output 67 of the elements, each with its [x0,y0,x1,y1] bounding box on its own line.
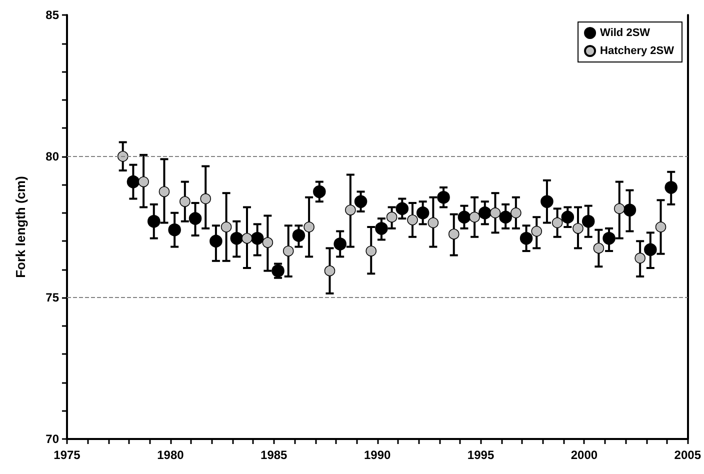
point [220,222,232,232]
point [458,210,471,224]
point [126,175,140,188]
x-tick-label: 2000 [570,448,598,462]
legend-label: Wild 2SW [600,27,651,39]
point [655,222,666,232]
point [448,228,460,240]
point [623,204,636,216]
point [582,214,595,228]
x-tick-label: 1975 [54,448,81,462]
point [354,195,368,208]
point [634,252,646,264]
point [345,204,356,216]
point [510,207,522,218]
point [540,195,554,208]
point [416,206,430,220]
point [602,232,616,245]
point [614,203,625,214]
point [572,223,584,234]
point [188,212,202,225]
point [200,193,212,204]
x-tick-label: 2005 [674,448,702,462]
point [292,229,306,242]
point [117,150,128,162]
point [210,234,222,248]
point [158,186,170,198]
y-axis-title: Fork length (cm) [13,176,28,278]
y-tick-label: 85 [46,8,60,22]
point [304,222,314,232]
point [469,212,480,223]
y-tick-label: 70 [46,432,60,446]
y-tick-label: 80 [46,149,60,164]
point [313,185,326,198]
point [242,232,252,244]
point [262,237,274,248]
point [552,217,563,228]
x-tick-label: 1995 [467,448,494,462]
point [282,246,294,256]
x-tick-label: 1990 [364,448,391,462]
point [180,196,190,207]
point [168,223,181,236]
point [396,202,409,216]
point [664,181,678,194]
point [490,207,501,218]
y-tick-label: 75 [46,290,60,305]
point [324,265,336,276]
point [138,176,149,188]
point [366,246,377,256]
point [230,232,244,245]
x-tick-label: 1980 [157,448,184,462]
legend-label: Hatchery 2SW [600,45,675,57]
point [407,214,418,226]
point [386,212,398,223]
point [437,190,450,204]
point [593,242,604,254]
x-tick-label: 1985 [260,448,288,462]
point [148,214,160,228]
point [499,210,512,224]
point [334,238,346,250]
point [520,232,533,245]
point [428,217,439,228]
point [531,226,542,237]
point [478,206,492,220]
point [250,232,264,245]
point [375,222,388,235]
point [644,243,657,256]
point [561,210,574,224]
